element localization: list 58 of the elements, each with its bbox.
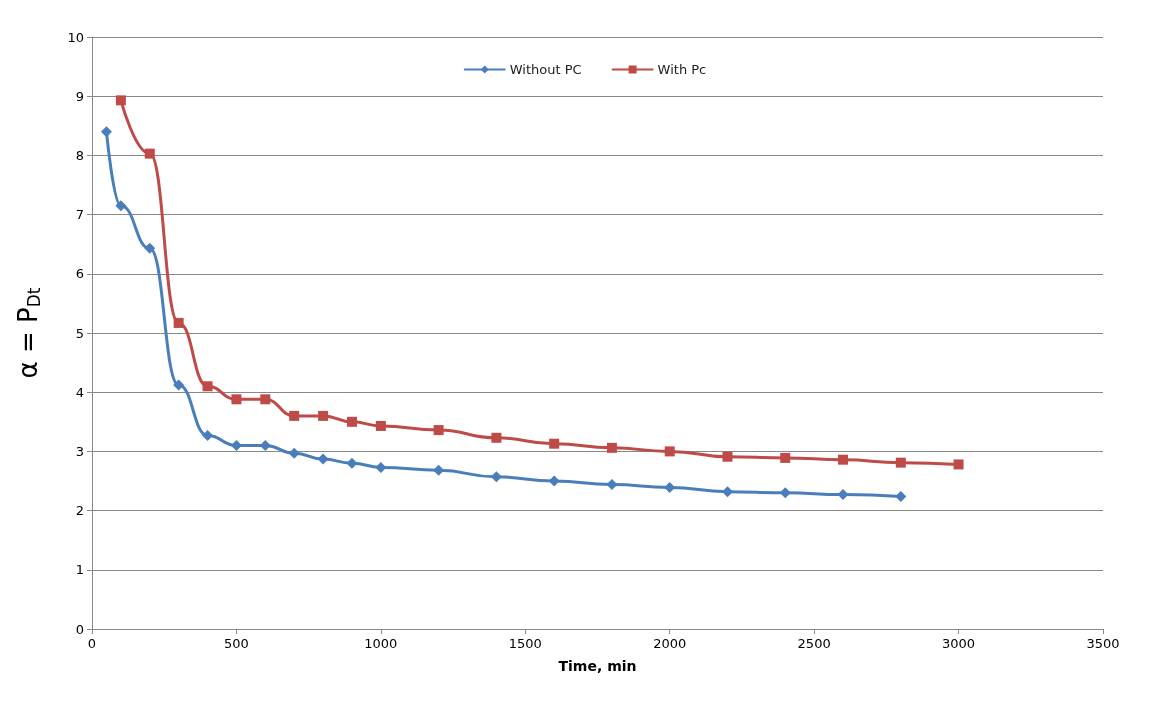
point xyxy=(346,457,358,469)
point xyxy=(317,453,329,465)
y-tick-label: 2 xyxy=(75,503,84,519)
legend-label: Without PC xyxy=(509,62,582,77)
point xyxy=(202,381,213,392)
point xyxy=(549,438,560,449)
point xyxy=(606,479,618,491)
point xyxy=(346,416,357,427)
point xyxy=(838,454,849,465)
x-tick-label: 0 xyxy=(87,636,97,651)
x-tick-label: 3500 xyxy=(1086,636,1120,651)
x-tick-label: 2500 xyxy=(797,636,831,651)
point xyxy=(606,442,617,453)
legend-label: With Pc xyxy=(657,62,707,77)
point xyxy=(895,490,907,502)
y-tick-label: 10 xyxy=(67,29,84,45)
point xyxy=(100,126,112,138)
point xyxy=(490,471,502,483)
point xyxy=(288,447,300,459)
point xyxy=(779,487,791,499)
y-tick-label: 0 xyxy=(75,621,84,637)
point xyxy=(433,425,444,436)
point xyxy=(318,410,329,421)
point xyxy=(664,482,676,494)
point xyxy=(230,439,242,451)
point xyxy=(548,475,560,487)
y-tick-label: 3 xyxy=(75,443,84,459)
point xyxy=(173,317,184,328)
y-tick-label: 4 xyxy=(75,384,84,400)
point xyxy=(895,457,906,468)
point xyxy=(780,452,791,463)
point xyxy=(491,432,502,443)
point xyxy=(722,451,733,462)
y-axis-title: α = PDt xyxy=(12,287,44,379)
y-tick-label: 1 xyxy=(75,562,84,578)
x-tick-label: 2000 xyxy=(653,636,687,651)
point xyxy=(173,379,185,391)
x-axis-title: Time, min xyxy=(558,658,637,674)
x-tick-label: 1500 xyxy=(508,636,542,651)
point xyxy=(115,95,126,106)
y-tick-label: 7 xyxy=(75,207,84,223)
point xyxy=(231,394,242,405)
point xyxy=(260,394,271,405)
y-tick-label: 5 xyxy=(75,325,84,341)
point xyxy=(115,200,127,212)
point xyxy=(664,446,675,457)
point xyxy=(144,148,155,159)
x-tick-label: 500 xyxy=(224,636,249,651)
x-tick-label: 1000 xyxy=(364,636,398,651)
point xyxy=(202,429,214,441)
y-tick-label: 6 xyxy=(75,266,84,282)
y-tick-label: 9 xyxy=(75,88,84,104)
point xyxy=(375,420,386,431)
x-tick-label: 3000 xyxy=(942,636,976,651)
point xyxy=(144,242,156,254)
y-tick-label: 8 xyxy=(75,147,84,163)
point xyxy=(289,410,300,421)
point xyxy=(953,459,964,470)
